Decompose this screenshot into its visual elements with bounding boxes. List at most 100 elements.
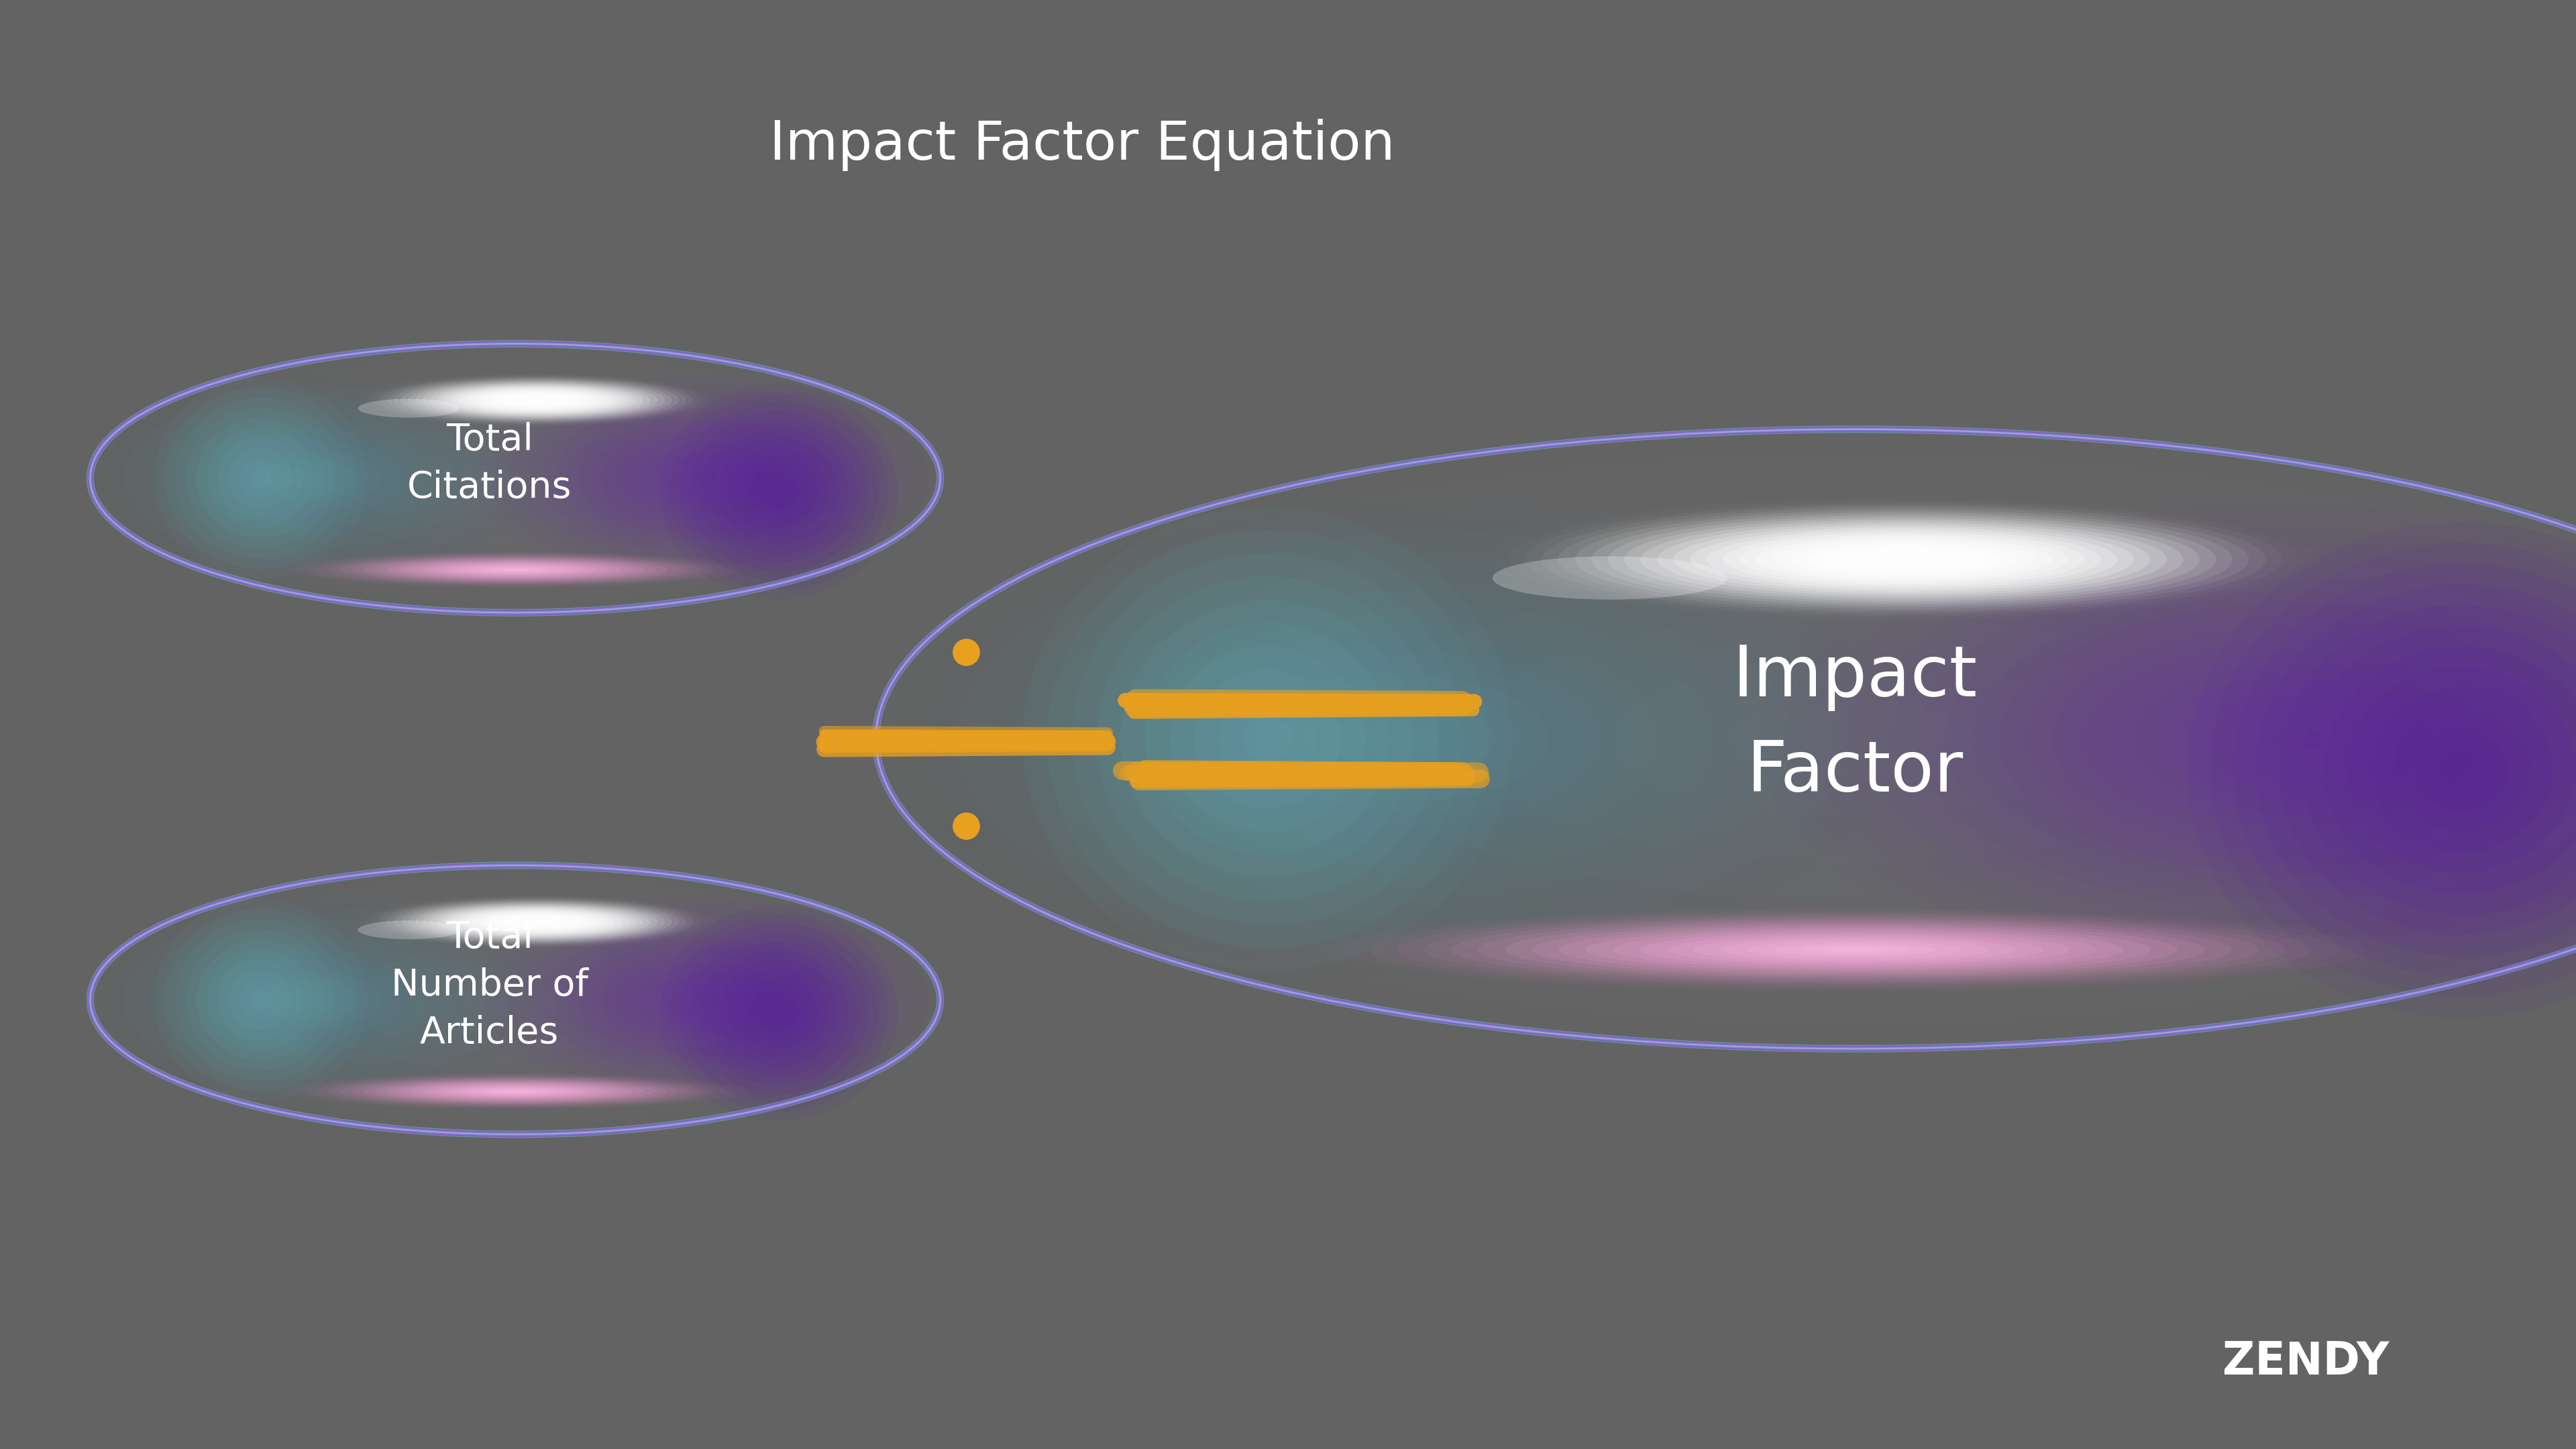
Ellipse shape xyxy=(399,962,631,1037)
Ellipse shape xyxy=(1757,538,2050,581)
Ellipse shape xyxy=(399,440,631,516)
Ellipse shape xyxy=(350,556,680,582)
Ellipse shape xyxy=(206,903,824,1097)
Ellipse shape xyxy=(505,997,526,1003)
Ellipse shape xyxy=(422,383,652,417)
Ellipse shape xyxy=(495,916,580,929)
Ellipse shape xyxy=(1855,552,1953,567)
Ellipse shape xyxy=(2347,667,2576,874)
Ellipse shape xyxy=(1486,623,2221,855)
Ellipse shape xyxy=(670,914,889,1111)
Ellipse shape xyxy=(1388,726,1440,752)
Ellipse shape xyxy=(410,561,621,578)
Ellipse shape xyxy=(876,429,2576,1049)
Ellipse shape xyxy=(325,417,706,539)
Ellipse shape xyxy=(1396,913,2313,987)
Ellipse shape xyxy=(1252,665,1577,813)
Ellipse shape xyxy=(250,990,270,1010)
Ellipse shape xyxy=(1674,525,2133,594)
Ellipse shape xyxy=(121,875,909,1124)
Ellipse shape xyxy=(567,935,848,1065)
Ellipse shape xyxy=(1723,532,2084,587)
Ellipse shape xyxy=(376,1080,654,1103)
Ellipse shape xyxy=(355,949,675,1051)
Ellipse shape xyxy=(386,378,685,423)
Ellipse shape xyxy=(613,435,801,522)
Ellipse shape xyxy=(708,951,848,1077)
Ellipse shape xyxy=(121,354,909,603)
Ellipse shape xyxy=(672,462,742,494)
Ellipse shape xyxy=(335,422,696,535)
Ellipse shape xyxy=(479,913,592,930)
Ellipse shape xyxy=(345,946,685,1053)
Ellipse shape xyxy=(216,384,814,572)
Ellipse shape xyxy=(974,461,2576,1017)
Ellipse shape xyxy=(750,987,809,1040)
Ellipse shape xyxy=(407,903,665,942)
Ellipse shape xyxy=(281,404,750,552)
Ellipse shape xyxy=(1535,639,2174,839)
Ellipse shape xyxy=(500,916,572,927)
Ellipse shape xyxy=(291,929,739,1071)
Ellipse shape xyxy=(1705,530,2102,590)
Ellipse shape xyxy=(461,982,569,1017)
Ellipse shape xyxy=(1837,549,1971,569)
Ellipse shape xyxy=(366,432,665,525)
Ellipse shape xyxy=(289,462,358,494)
Ellipse shape xyxy=(683,990,729,1010)
Ellipse shape xyxy=(1656,522,2151,597)
Ellipse shape xyxy=(2269,726,2321,752)
Ellipse shape xyxy=(229,969,291,1030)
Text: Total
Citations: Total Citations xyxy=(407,422,572,506)
Ellipse shape xyxy=(435,907,636,938)
Ellipse shape xyxy=(701,420,858,564)
Ellipse shape xyxy=(469,567,562,574)
Ellipse shape xyxy=(1170,522,2540,956)
Ellipse shape xyxy=(649,451,765,506)
Ellipse shape xyxy=(1829,948,1880,952)
Ellipse shape xyxy=(422,1084,608,1098)
Ellipse shape xyxy=(420,448,611,509)
Ellipse shape xyxy=(1425,914,2285,984)
Ellipse shape xyxy=(1780,716,1927,762)
Ellipse shape xyxy=(1097,577,1437,901)
Ellipse shape xyxy=(90,865,940,1135)
Ellipse shape xyxy=(415,383,657,419)
Ellipse shape xyxy=(422,562,608,577)
Ellipse shape xyxy=(317,1075,714,1107)
Ellipse shape xyxy=(2324,646,2576,894)
Ellipse shape xyxy=(240,458,281,498)
Ellipse shape xyxy=(363,558,667,582)
Ellipse shape xyxy=(165,387,355,569)
Ellipse shape xyxy=(446,1085,585,1097)
Ellipse shape xyxy=(1023,475,2576,1003)
Ellipse shape xyxy=(528,920,544,923)
Ellipse shape xyxy=(430,384,644,416)
Ellipse shape xyxy=(144,882,886,1117)
Ellipse shape xyxy=(111,872,920,1127)
Ellipse shape xyxy=(2241,714,2349,764)
Ellipse shape xyxy=(363,1080,667,1104)
Ellipse shape xyxy=(314,936,716,1064)
Ellipse shape xyxy=(471,987,556,1013)
Ellipse shape xyxy=(690,933,868,1094)
Ellipse shape xyxy=(216,959,304,1040)
Ellipse shape xyxy=(1757,709,1953,769)
Ellipse shape xyxy=(528,398,544,401)
Ellipse shape xyxy=(312,994,335,1006)
Ellipse shape xyxy=(206,427,314,529)
Ellipse shape xyxy=(492,1090,538,1093)
Ellipse shape xyxy=(335,943,696,1056)
Text: ZENDY: ZENDY xyxy=(2223,1340,2388,1384)
Ellipse shape xyxy=(1170,646,1365,832)
Ellipse shape xyxy=(216,906,814,1094)
Ellipse shape xyxy=(515,919,559,924)
Ellipse shape xyxy=(301,990,348,1010)
Ellipse shape xyxy=(446,564,585,575)
Ellipse shape xyxy=(623,962,788,1037)
Ellipse shape xyxy=(1584,653,2123,824)
Ellipse shape xyxy=(479,391,592,409)
Ellipse shape xyxy=(100,348,930,609)
Ellipse shape xyxy=(1999,603,2576,875)
Ellipse shape xyxy=(495,993,536,1007)
